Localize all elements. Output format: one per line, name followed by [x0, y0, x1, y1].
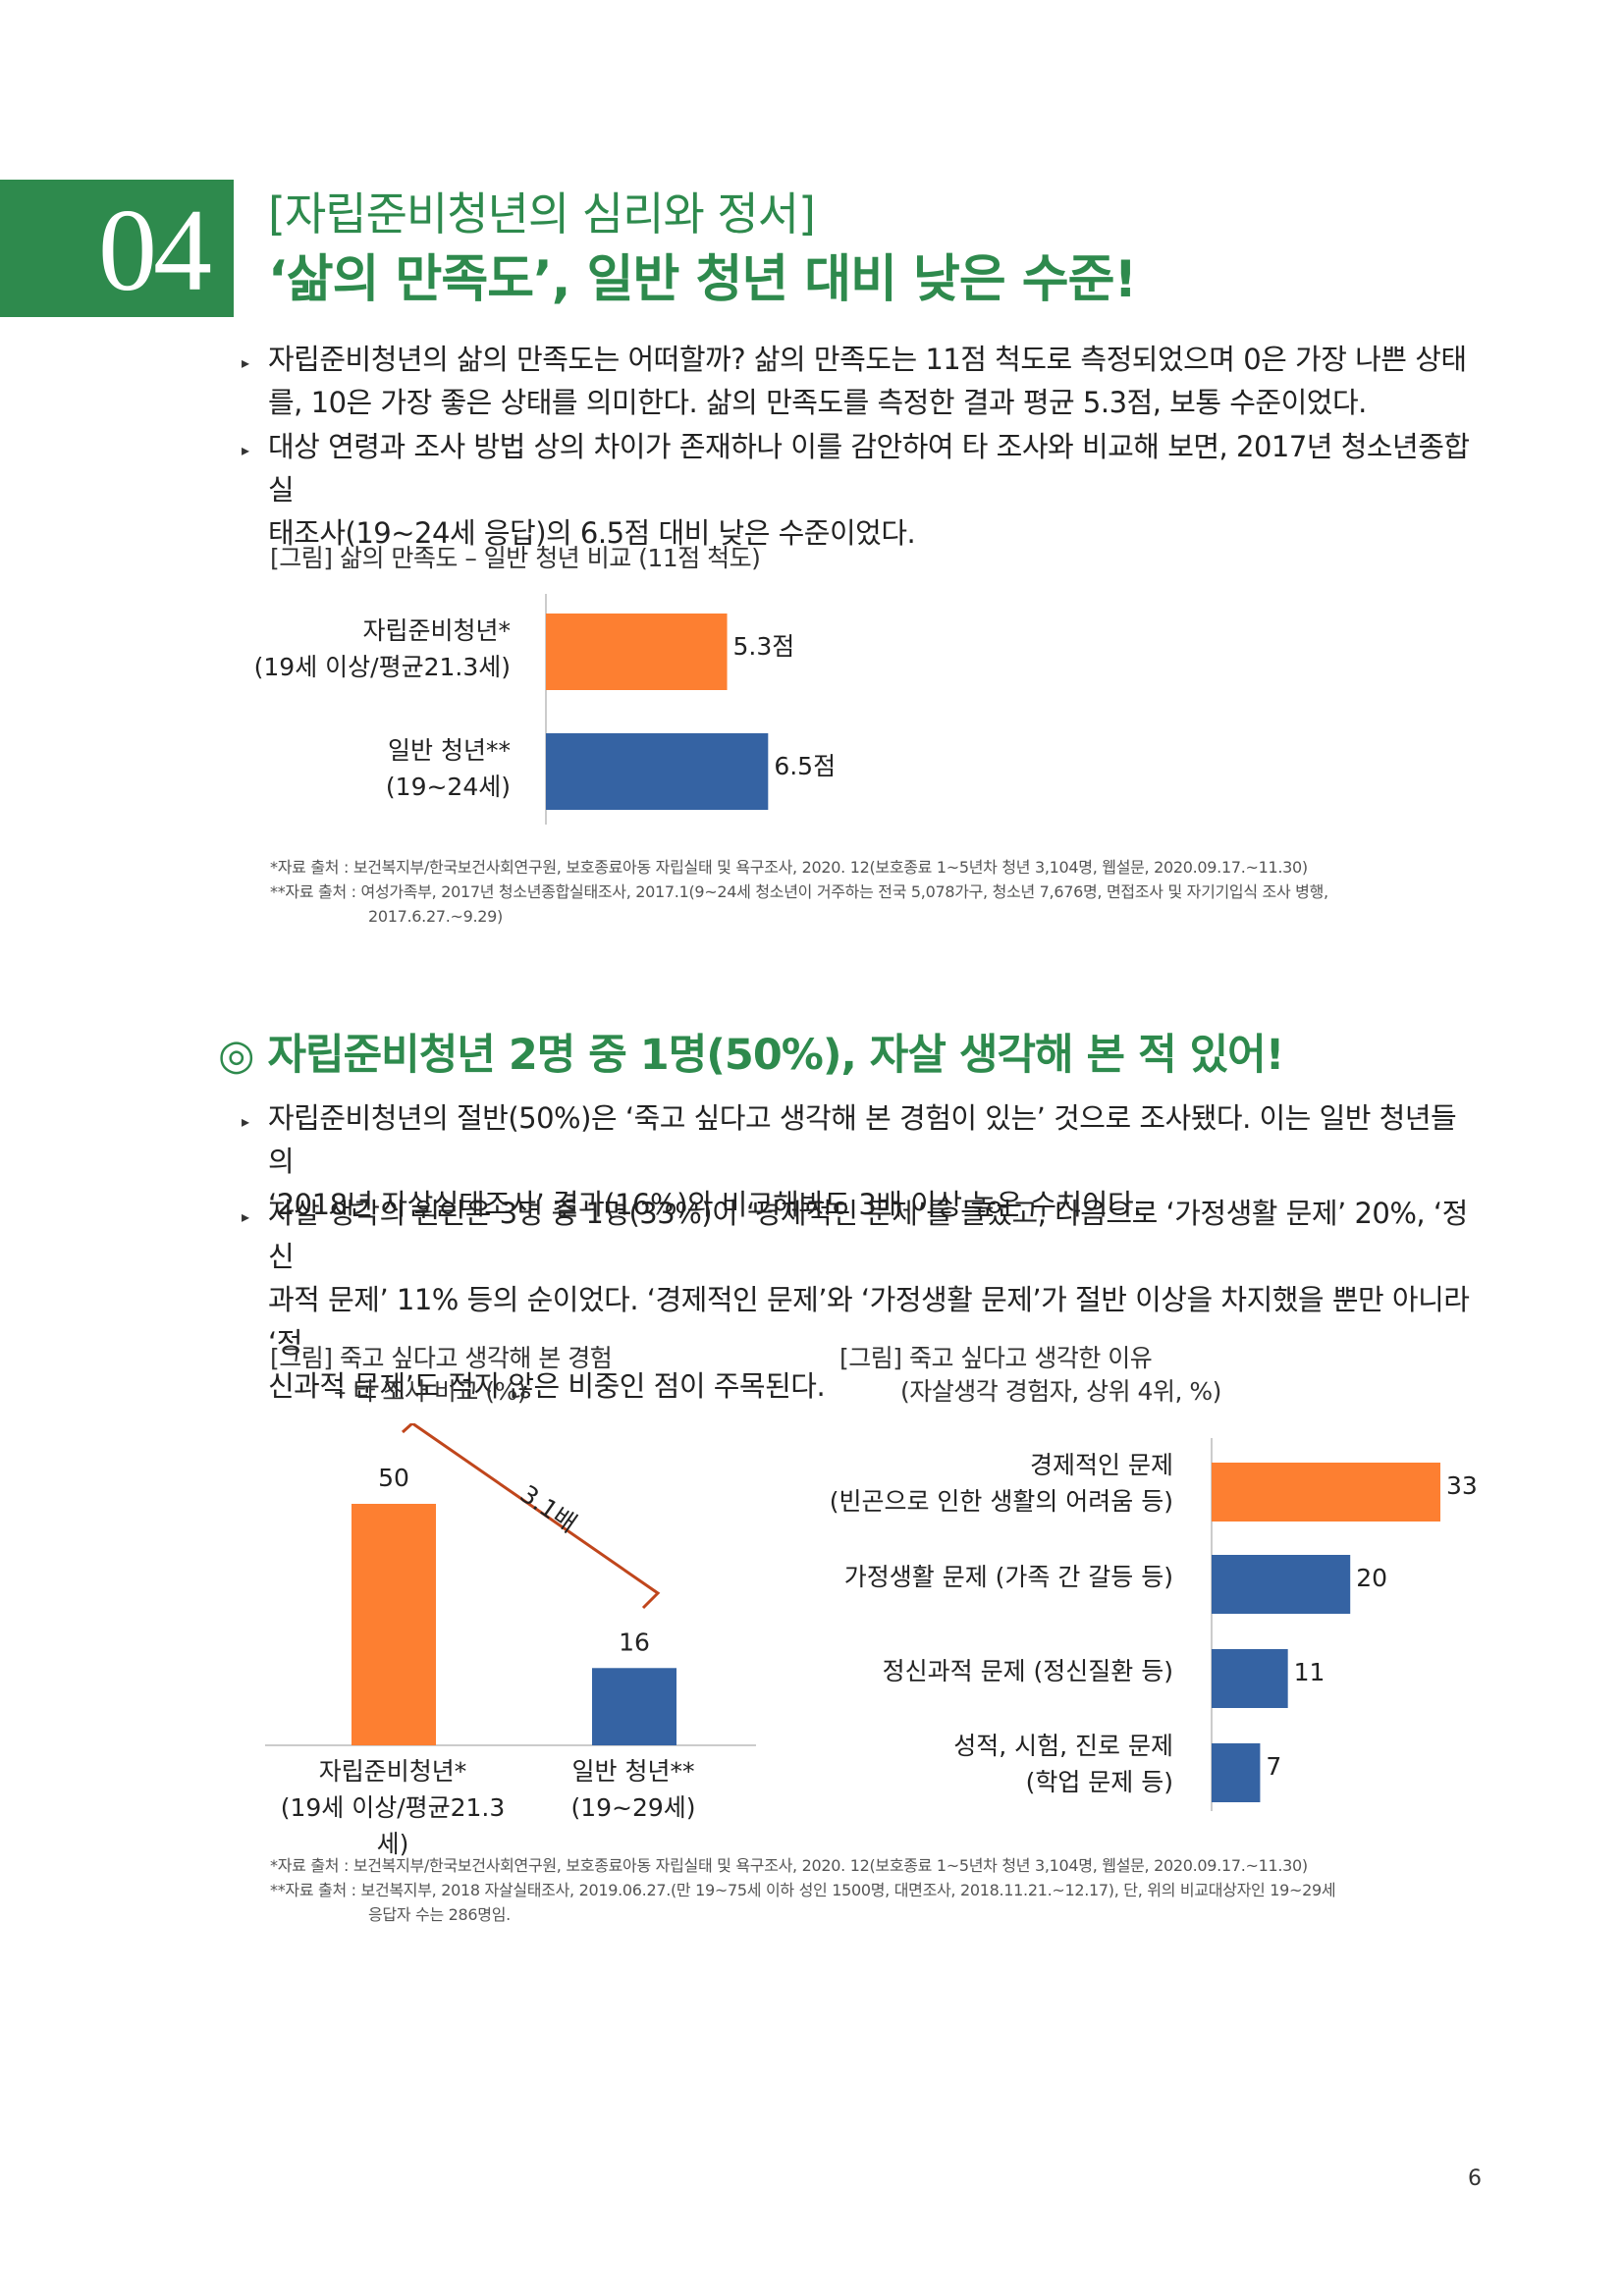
- section-title: ‘삶의 만족도’, 일반 청년 대비 낮은 수준!: [268, 250, 1137, 309]
- chart2-bar: [592, 1668, 676, 1745]
- chart1-value-label: 6.5점: [774, 752, 836, 780]
- bullet-marker: ▸: [242, 441, 250, 459]
- chart1-bar: [546, 733, 769, 810]
- chart3-category-label: 경제적인 문제 (빈곤으로 인한 생활의 어려움 등): [829, 1451, 1173, 1516]
- paragraph: 자립준비청년의 삶의 만족도는 어떠할까? 삶의 만족도는 11점 척도로 측정…: [268, 338, 1476, 424]
- chart3-value-label: 20: [1356, 1564, 1387, 1592]
- chart3-category-label: 가정생활 문제 (가족 간 갈등 등): [843, 1563, 1173, 1591]
- source-note: *자료 출처 : 보건복지부/한국보건사회연구원, 보호종료아동 자립실태 및 …: [270, 1856, 1336, 1924]
- chart3-bar: [1212, 1463, 1440, 1522]
- chart2-value-label: 16: [619, 1628, 650, 1656]
- section-number: 04: [98, 185, 212, 315]
- paragraph-line: 자립준비청년의 절반(50%)은 ‘죽고 싶다고 생각해 본 경험이 있는’ 것…: [268, 1101, 1457, 1178]
- paragraph-line: 를, 10은 가장 좋은 상태를 의미한다. 삶의 만족도를 측정한 결과 평균…: [268, 386, 1367, 419]
- paragraph: 자살 생각의 원인은 3명 중 1명(33%)이 ‘경제적인 문제’를 들었고,…: [268, 1192, 1476, 1408]
- paragraph-line: ‘2018년 자살실태조사’ 결과(16%)와 비교해봐도 3배 이상 높은 수…: [268, 1188, 1142, 1221]
- figure-caption: [그림] 삶의 만족도 – 일반 청년 비교 (11점 척도): [270, 544, 761, 572]
- figure-caption-left: [그림] 죽고 싶다고 생각해 본 경험 – 타 조사 비교 (%): [270, 1344, 613, 1406]
- paragraph-line: 신과적 문제’도 적지 않은 비중인 점이 주목된다.: [268, 1369, 826, 1403]
- paragraph-line: 자립준비청년의 삶의 만족도는 어떠할까? 삶의 만족도는 11점 척도로 측정…: [268, 343, 1467, 376]
- paragraph-line: 태조사(19~24세 응답)의 6.5점 대비 낮은 수준이었다.: [268, 516, 916, 550]
- section-number-box: [0, 180, 234, 317]
- suicide-reason-bar-chart: 33 20 11 7: [1211, 1438, 1478, 1811]
- page-number: 6: [1468, 2166, 1482, 2191]
- chart1-category-label: 일반 청년** (19~24세): [385, 736, 511, 801]
- chart1-category-label: 자립준비청년* (19세 이상/평균21.3세): [253, 616, 511, 681]
- bullet-marker: ▸: [242, 1112, 250, 1131]
- ratio-label: 3.1배: [515, 1479, 582, 1538]
- comparison-line: [401, 1423, 661, 1610]
- chart1-value-label: 5.3점: [733, 632, 795, 661]
- paragraph: 자립준비청년의 절반(50%)은 ‘죽고 싶다고 생각해 본 경험이 있는’ 것…: [268, 1096, 1476, 1226]
- bullet-marker: ▸: [242, 353, 250, 372]
- source-note: *자료 출처 : 보건복지부/한국보건사회연구원, 보호종료아동 자립실태 및 …: [270, 858, 1328, 926]
- chart3-bar: [1212, 1743, 1261, 1802]
- paragraph: 대상 연령과 조사 방법 상의 차이가 존재하나 이를 감안하여 타 조사와 비…: [268, 425, 1476, 555]
- chart3-value-label: 7: [1266, 1752, 1281, 1781]
- chart3-bar: [1212, 1555, 1351, 1614]
- paragraph-line: 대상 연령과 조사 방법 상의 차이가 존재하나 이를 감안하여 타 조사와 비…: [268, 430, 1470, 507]
- chart2-value-label: 50: [378, 1464, 409, 1492]
- chart2-category-label: 일반 청년** (19~29세): [570, 1757, 696, 1822]
- bullet-marker: ▸: [242, 1207, 250, 1226]
- chart3-value-label: 11: [1294, 1658, 1325, 1686]
- chart2-category-label: 자립준비청년* (19세 이상/평균21.3세): [280, 1757, 506, 1858]
- section-subtitle: [자립준비청년의 심리와 정서]: [268, 187, 816, 240]
- satisfaction-bar-chart: 5.3점 6.5점: [545, 594, 836, 825]
- chart3-bar: [1212, 1649, 1288, 1708]
- chart3-category-label: 성적, 시험, 진로 문제 (학업 문제 등): [953, 1732, 1173, 1796]
- paragraph-line: 자살 생각의 원인은 3명 중 1명(33%)이 ‘경제적인 문제’를 들었고,…: [268, 1197, 1468, 1273]
- chart3-value-label: 33: [1446, 1471, 1478, 1500]
- chart1-bar: [546, 614, 728, 690]
- chart3-category-label: 정신과적 문제 (정신질환 등): [882, 1657, 1173, 1685]
- suicidal-thought-bar-chart: 50 16 3.1배: [265, 1423, 756, 1746]
- paragraph-line: 과적 문제’ 11% 등의 순이었다. ‘경제적인 문제’와 ‘가정생활 문제’…: [268, 1283, 1470, 1360]
- figure-caption-right: [그림] 죽고 싶다고 생각한 이유 (자살생각 경험자, 상위 4위, %): [839, 1344, 1221, 1406]
- chart2-bar: [352, 1504, 436, 1745]
- section2-heading: ◎ 자립준비청년 2명 중 1명(50%), 자살 생각해 본 적 있어!: [218, 1031, 1284, 1080]
